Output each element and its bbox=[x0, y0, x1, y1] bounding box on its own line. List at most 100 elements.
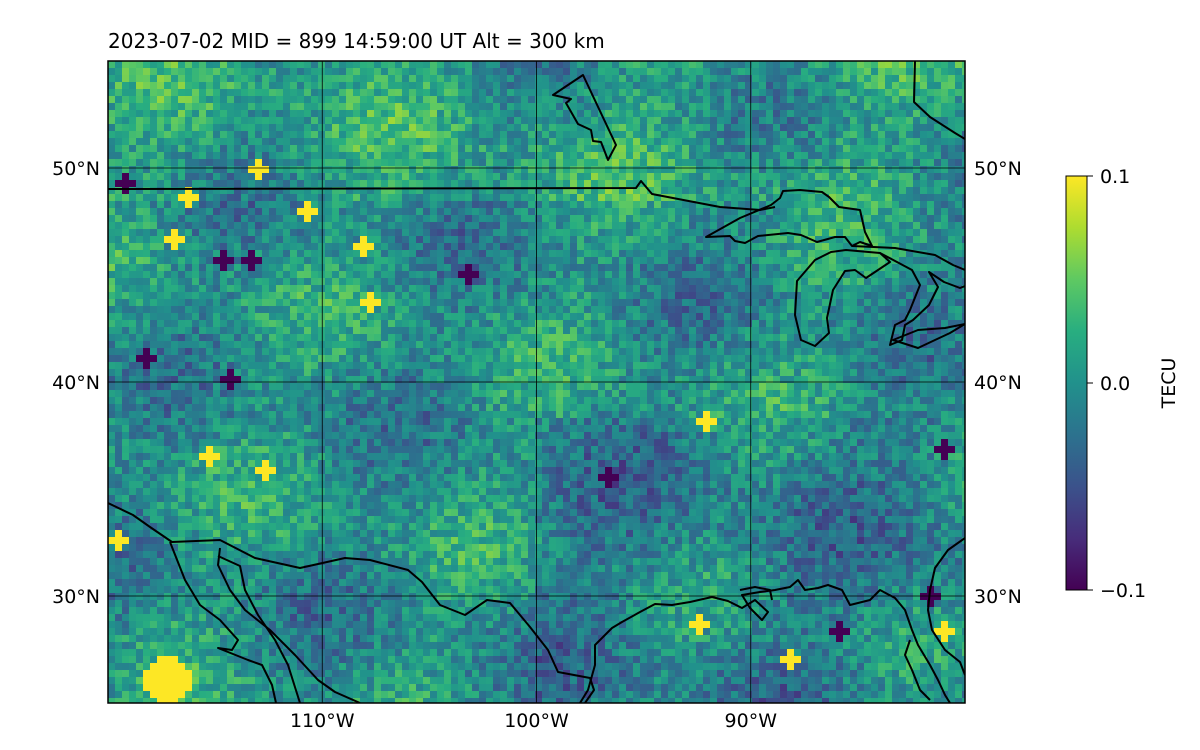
tec-cell bbox=[360, 124, 368, 132]
tec-cell bbox=[122, 292, 130, 300]
tec-cell bbox=[283, 341, 291, 349]
tec-cell bbox=[318, 159, 326, 167]
tec-cell bbox=[262, 306, 270, 314]
tec-cell bbox=[780, 131, 788, 139]
tec-cell bbox=[927, 68, 935, 76]
tec-cell bbox=[913, 271, 921, 279]
tec-cell bbox=[493, 152, 501, 160]
tec-cell bbox=[472, 159, 480, 167]
tec-cell bbox=[955, 229, 963, 237]
tec-cell bbox=[409, 194, 417, 202]
tec-cell bbox=[836, 313, 844, 321]
tec-cell bbox=[738, 292, 746, 300]
tec-cell bbox=[521, 215, 529, 223]
tec-cell bbox=[612, 82, 620, 90]
tec-cell bbox=[626, 341, 634, 349]
tec-cell bbox=[304, 243, 312, 251]
tec-cell bbox=[913, 89, 921, 97]
tec-cell bbox=[612, 103, 620, 111]
tec-cell bbox=[703, 61, 711, 69]
tec-cell bbox=[486, 96, 494, 104]
tec-cell bbox=[647, 124, 655, 132]
tec-cell bbox=[808, 285, 816, 293]
tec-cell bbox=[493, 201, 501, 209]
tec-cell bbox=[325, 306, 333, 314]
tec-cell bbox=[262, 180, 270, 188]
tec-cell bbox=[171, 110, 179, 118]
tec-cell bbox=[486, 68, 494, 76]
tec-cell bbox=[794, 110, 802, 118]
tec-cell bbox=[633, 334, 641, 342]
tec-cell bbox=[549, 166, 557, 174]
tec-cell bbox=[605, 292, 613, 300]
tec-cell bbox=[500, 124, 508, 132]
tec-cell bbox=[486, 138, 494, 146]
tec-cell bbox=[759, 306, 767, 314]
tec-cell bbox=[920, 299, 928, 307]
tec-cell bbox=[262, 264, 270, 272]
tec-cell bbox=[507, 320, 515, 328]
tec-cell bbox=[122, 299, 130, 307]
tec-cell bbox=[451, 75, 459, 83]
tec-cell bbox=[395, 180, 403, 188]
tec-cell bbox=[479, 271, 487, 279]
tec-cell bbox=[388, 208, 396, 216]
tec-cell bbox=[626, 215, 634, 223]
tec-cell bbox=[297, 61, 305, 69]
tec-cell bbox=[304, 96, 312, 104]
tec-cell bbox=[570, 89, 578, 97]
tec-cell bbox=[171, 75, 179, 83]
tec-cell bbox=[612, 341, 620, 349]
tec-cell bbox=[388, 229, 396, 237]
tec-cell bbox=[129, 194, 137, 202]
tec-cell bbox=[402, 306, 410, 314]
tec-cell bbox=[325, 257, 333, 265]
tec-cell bbox=[647, 313, 655, 321]
tec-cell bbox=[332, 180, 340, 188]
tec-cell bbox=[360, 236, 368, 244]
tec-cell bbox=[920, 110, 928, 118]
tec-cell bbox=[766, 229, 774, 237]
tec-cell bbox=[129, 82, 137, 90]
tec-cell bbox=[437, 327, 445, 335]
tec-cell bbox=[766, 159, 774, 167]
tec-cell bbox=[409, 131, 417, 139]
tec-cell bbox=[696, 124, 704, 132]
tec-cell bbox=[843, 180, 851, 188]
tec-cell bbox=[962, 194, 965, 202]
tec-cell bbox=[759, 257, 767, 265]
tec-cell bbox=[556, 229, 564, 237]
tec-cell bbox=[521, 96, 529, 104]
tec-cell bbox=[304, 229, 312, 237]
tec-cell bbox=[619, 166, 627, 174]
tec-cell bbox=[682, 194, 690, 202]
tec-cell bbox=[262, 215, 270, 223]
tec-cell bbox=[136, 334, 144, 342]
tec-cell bbox=[206, 208, 214, 216]
tec-cell bbox=[913, 320, 921, 328]
tec-cell bbox=[283, 180, 291, 188]
tec-cell bbox=[416, 264, 424, 272]
tec-cell bbox=[234, 61, 242, 69]
tec-cell bbox=[850, 271, 858, 279]
tec-cell bbox=[759, 327, 767, 335]
tec-cell bbox=[311, 208, 319, 216]
tec-cell bbox=[297, 320, 305, 328]
tec-cell bbox=[493, 117, 501, 125]
tec-cell bbox=[836, 173, 844, 181]
tec-cell bbox=[598, 271, 606, 279]
tec-cell bbox=[493, 257, 501, 265]
tec-cell bbox=[311, 124, 319, 132]
tec-cell bbox=[486, 89, 494, 97]
tec-cell bbox=[822, 201, 830, 209]
tec-cell bbox=[815, 180, 823, 188]
tec-cell bbox=[584, 152, 592, 160]
tec-cell bbox=[549, 229, 557, 237]
tec-cell bbox=[248, 187, 256, 195]
tec-cell bbox=[276, 110, 284, 118]
tec-cell bbox=[143, 103, 151, 111]
tec-cell bbox=[290, 89, 298, 97]
tec-cell bbox=[304, 278, 312, 286]
tec-cell bbox=[626, 194, 634, 202]
tec-cell bbox=[885, 89, 893, 97]
